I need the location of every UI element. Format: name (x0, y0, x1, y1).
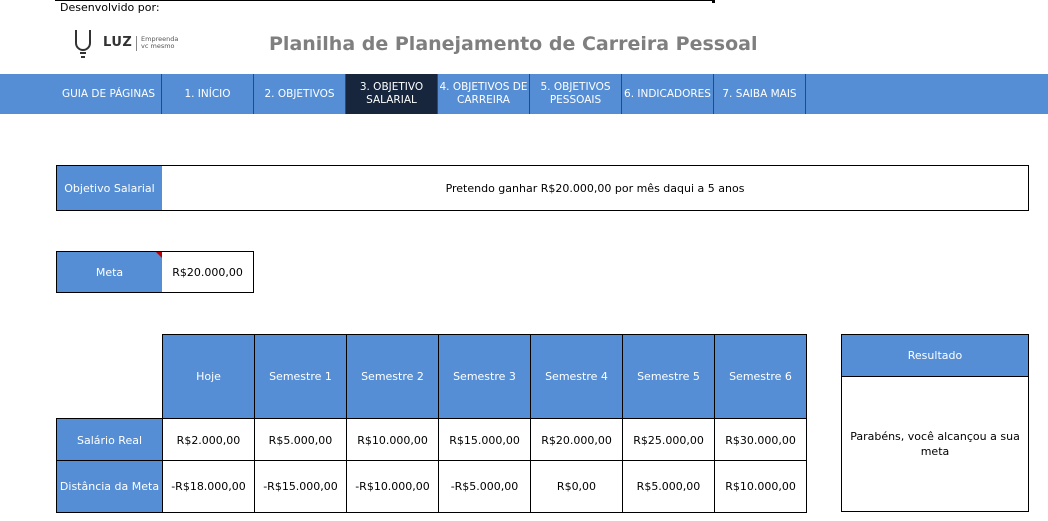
table-cell-text: R$10.000,00 (725, 480, 796, 493)
nav-tab-label: GUIA DE PÁGINAS (62, 88, 155, 101)
table-cell-text: -R$18.000,00 (171, 480, 246, 493)
table-cell-text: R$2.000,00 (176, 433, 241, 447)
result-header-text: Resultado (907, 349, 963, 362)
table-cell[interactable]: R$25.000,00 (622, 418, 715, 462)
table-cell[interactable]: R$20.000,00 (530, 418, 623, 462)
nav-tab-6[interactable]: 5. OBJETIVOS PESSOAIS (530, 74, 622, 114)
goal-label: Meta (56, 251, 163, 293)
row-label-1-text: Salário Real (76, 433, 143, 447)
comment-indicator-icon[interactable] (156, 252, 162, 258)
table-cell-text: R$10.000,00 (357, 433, 428, 447)
nav-tab-label-line1: 6. INDICADORES (624, 87, 711, 100)
table-cell[interactable]: -R$10.000,00 (346, 460, 439, 513)
nav-tab-7[interactable]: 6. INDICADORES (622, 74, 714, 114)
column-header-1: Hoje (162, 334, 255, 419)
column-header-4-text: Semestre 3 (453, 370, 516, 383)
column-header-2-text: Semestre 1 (269, 370, 332, 383)
row-label-2: Distância da Meta (56, 460, 163, 513)
nav-tab-3[interactable]: 2. OBJETIVOS (254, 74, 346, 114)
table-cell-text: R$5.000,00 (268, 433, 333, 447)
table-cell-text: R$20.000,00 (541, 433, 612, 447)
column-header-1-text: Hoje (196, 370, 221, 383)
nav-tab-8[interactable]: 7. SAIBA MAIS (714, 74, 806, 114)
column-header-4: Semestre 3 (438, 334, 531, 419)
table-cell-text: R$0,00 (556, 480, 597, 493)
luz-logo: LUZ Empreenda vc mesmo (72, 28, 182, 60)
goal-value-text: R$20.000,00 (172, 265, 243, 279)
table-cell-text: R$5.000,00 (636, 480, 701, 493)
table-cell-text: R$25.000,00 (633, 433, 704, 447)
nav-tab-label: 2. OBJETIVOS (265, 88, 335, 101)
column-header-5: Semestre 4 (530, 334, 623, 419)
table-cell-text: R$30.000,00 (725, 433, 796, 447)
table-cell[interactable]: R$2.000,00 (162, 418, 255, 462)
table-cell[interactable]: -R$18.000,00 (162, 460, 255, 513)
table-cell[interactable]: -R$15.000,00 (254, 460, 347, 513)
column-header-5-text: Semestre 4 (545, 370, 608, 383)
objective-value-text: Pretendo ganhar R$20.000,00 por mês daqu… (445, 181, 745, 195)
nav-tab-4[interactable]: 3. OBJETIVO SALARIAL (346, 74, 438, 114)
objective-label: Objetivo Salarial (56, 165, 163, 211)
table-cell-text: -R$10.000,00 (355, 480, 430, 493)
nav-tab-label-line2: PESSOAIS (549, 94, 602, 106)
column-header-3-text: Semestre 2 (361, 370, 424, 383)
result-value[interactable]: Parabéns, você alcançou a sua meta (841, 376, 1029, 512)
logo-tagline-line1: Empreenda (141, 35, 179, 43)
nav-tab-label-line1: 4. OBJETIVOS DE (439, 81, 528, 93)
table-cell-text: R$15.000,00 (449, 433, 520, 447)
table-cell[interactable]: -R$5.000,00 (438, 460, 531, 513)
nav-tab-1[interactable]: GUIA DE PÁGINAS (56, 74, 162, 114)
result-header: Resultado (841, 334, 1029, 377)
lightbulb-icon (75, 30, 91, 58)
table-cell[interactable]: R$10.000,00 (346, 418, 439, 462)
nav-tab-label-line1: 3. OBJETIVO (359, 81, 424, 93)
nav-tab-label: 3. OBJETIVO SALARIAL (360, 81, 423, 107)
nav-tab-5[interactable]: 4. OBJETIVOS DE CARREIRA (438, 74, 530, 114)
nav-tab-label: 6. INDICADORES (624, 88, 711, 101)
result-value-text: Parabéns, você alcançou a sua meta (850, 430, 1020, 458)
goal-value[interactable]: R$20.000,00 (162, 251, 254, 293)
logo-tagline: Empreenda vc mesmo (141, 36, 178, 50)
row-label-2-text: Distância da Meta (59, 480, 160, 493)
table-cell[interactable]: R$5.000,00 (622, 460, 715, 513)
nav-tab-label: 7. SAIBA MAIS (722, 88, 796, 101)
page-title: Planilha de Planejamento de Carreira Pes… (269, 33, 758, 55)
table-cell[interactable]: R$5.000,00 (254, 418, 347, 462)
nav-tab-label-line1: 1. INÍCIO (184, 87, 231, 100)
developed-by-label: Desenvolvido por: (60, 1, 160, 14)
column-header-7-text: Semestre 6 (729, 370, 792, 383)
logo-tagline-line2: vc mesmo (141, 42, 175, 50)
column-header-6-text: Semestre 5 (637, 370, 700, 383)
table-cell[interactable]: R$15.000,00 (438, 418, 531, 462)
nav-tab-label: 4. OBJETIVOS DE CARREIRA (439, 81, 527, 107)
nav-tab-2[interactable]: 1. INÍCIO (162, 74, 254, 114)
nav-tab-label-line1: 5. OBJETIVOS (540, 81, 611, 93)
column-header-6: Semestre 5 (622, 334, 715, 419)
column-header-7: Semestre 6 (714, 334, 807, 419)
nav-tab-label-line2: SALARIAL (366, 94, 417, 106)
table-cell-text: -R$5.000,00 (450, 480, 519, 493)
logo-divider (136, 36, 137, 51)
nav-tab-label-line1: GUIA DE PÁGINAS (61, 87, 156, 100)
nav-tab-label-line2: CARREIRA (457, 94, 510, 106)
top-border-marker (712, 0, 715, 3)
objective-value[interactable]: Pretendo ganhar R$20.000,00 por mês daqu… (162, 165, 1029, 211)
table-cell[interactable]: R$10.000,00 (714, 460, 807, 513)
goal-label-text: Meta (95, 265, 124, 279)
objective-label-text: Objetivo Salarial (64, 181, 155, 195)
top-border-line (55, 0, 715, 1)
column-header-3: Semestre 2 (346, 334, 439, 419)
column-header-2: Semestre 1 (254, 334, 347, 419)
navigation-bar: GUIA DE PÁGINAS 1. INÍCIO 2. OBJETIVOS 3. O… (0, 74, 1048, 114)
logo-name: LUZ (103, 35, 133, 50)
nav-tab-label-line1: 2. OBJETIVOS (264, 87, 335, 100)
nav-tab-label: 5. OBJETIVOS PESSOAIS (541, 81, 611, 107)
table-cell[interactable]: R$0,00 (530, 460, 623, 513)
table-cell-text: -R$15.000,00 (263, 480, 338, 493)
row-label-1: Salário Real (56, 418, 163, 462)
nav-tab-label: 1. INÍCIO (184, 88, 230, 101)
table-cell[interactable]: R$30.000,00 (714, 418, 807, 462)
nav-tab-label-line1: 7. SAIBA MAIS (722, 87, 797, 100)
